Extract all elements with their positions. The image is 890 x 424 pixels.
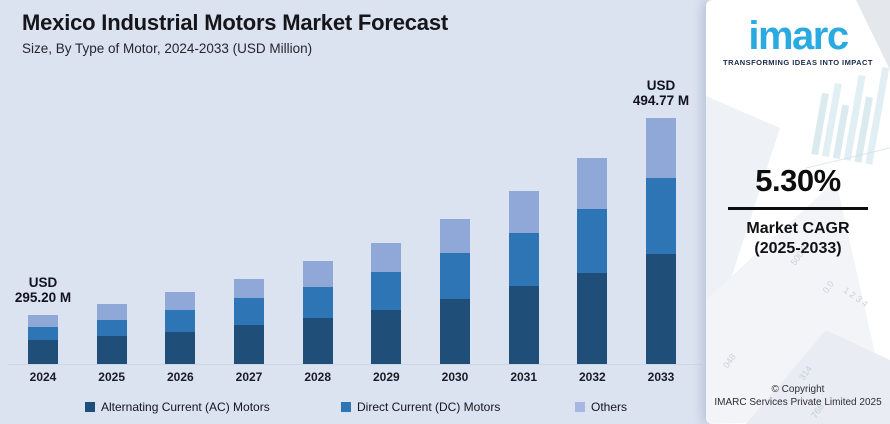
imarc-logo: imarc TRANSFORMING IDEAS INTO IMPACT	[706, 16, 890, 67]
bar-2032-segment-others	[577, 157, 608, 209]
x-axis-line	[8, 364, 702, 365]
legend-item-1: Direct Current (DC) Motors	[341, 400, 500, 414]
x-axis-label-2026: 2026	[166, 370, 194, 384]
bar-2024-segment-dc	[28, 326, 58, 340]
bar-2033-segment-others	[646, 118, 677, 178]
bar-2033-segment-ac	[646, 254, 677, 364]
legend-label-0: Alternating Current (AC) Motors	[101, 400, 270, 414]
chart-subtitle: Size, By Type of Motor, 2024-2033 (USD M…	[22, 41, 313, 56]
cagr-value: 5.30%	[755, 163, 841, 198]
bar-2031-segment-others	[508, 190, 539, 233]
bar-2029	[371, 242, 402, 364]
x-axis-label-2031: 2031	[510, 370, 538, 384]
bar-2028-segment-dc	[302, 286, 333, 318]
watermark-number-4: 314	[797, 363, 814, 383]
imarc-logo-text: imarc	[748, 14, 849, 58]
bar-2025-segment-others	[96, 304, 127, 320]
bar-2028-segment-ac	[302, 317, 333, 364]
bar-2027-segment-others	[234, 279, 264, 298]
legend-label-2: Others	[591, 400, 628, 414]
x-axis-label-2032: 2032	[579, 370, 606, 384]
watermark-number-3: 048	[721, 351, 738, 371]
bar-2030-segment-others	[440, 218, 471, 253]
bar-2030-segment-ac	[440, 298, 471, 364]
legend-label-1: Direct Current (DC) Motors	[357, 400, 501, 414]
value-label-2033: USD 494.77 M	[632, 78, 690, 108]
bar-2025	[96, 304, 127, 364]
legend-item-0: Alternating Current (AC) Motors	[85, 400, 270, 414]
bar-2027-segment-dc	[234, 298, 264, 325]
x-axis-label-2033: 2033	[647, 370, 675, 384]
bar-2027	[234, 279, 264, 364]
bar-2031	[508, 190, 539, 364]
bar-2026-segment-ac	[165, 332, 196, 364]
bar-2024-segment-others	[28, 314, 58, 327]
bar-2028	[302, 261, 333, 364]
bar-2026-segment-dc	[165, 310, 196, 332]
bar-2026-segment-others	[165, 292, 196, 310]
bar-2026	[165, 292, 196, 364]
cagr-label-line1: Market CAGR	[746, 220, 850, 237]
brand-panel: imarc TRANSFORMING IDEAS INTO IMPACT 5.3…	[706, 0, 890, 424]
legend-item-2: Others	[575, 400, 627, 414]
x-axis-label-2029: 2029	[372, 370, 400, 384]
bar-2025-segment-ac	[96, 336, 127, 364]
copyright: © Copyright IMARC Services Private Limit…	[706, 384, 890, 409]
watermark-number-1: 0.0	[820, 279, 836, 295]
bar-2032	[577, 157, 608, 364]
bar-2027-segment-ac	[234, 325, 264, 364]
cagr-label-line2: (2025-2033)	[754, 240, 842, 257]
copyright-line2: IMARC Services Private Limited 2025	[714, 396, 882, 408]
bar-2029-segment-dc	[371, 272, 402, 310]
bar-2030	[440, 218, 471, 364]
x-axis-label-2024: 2024	[29, 370, 57, 384]
bar-2031-segment-ac	[508, 286, 539, 364]
bar-2029-segment-ac	[371, 309, 402, 364]
cagr-label: Market CAGR (2025-2033)	[706, 219, 890, 259]
bar-2025-segment-dc	[96, 320, 127, 336]
cagr-divider	[728, 207, 868, 210]
imarc-logo-tagline: TRANSFORMING IDEAS INTO IMPACT	[723, 58, 873, 67]
x-axis-label-2030: 2030	[441, 370, 469, 384]
bar-2029-segment-others	[371, 242, 402, 272]
page-title: Mexico Industrial Motors Market Forecast	[22, 10, 448, 35]
legend-swatch-2	[575, 402, 585, 412]
copyright-line1: © Copyright	[771, 384, 825, 395]
bar-2024	[28, 314, 58, 364]
legend-swatch-0	[85, 402, 95, 412]
bar-2030-segment-dc	[440, 253, 471, 299]
watermark-number-2: 1 2 3 4	[841, 285, 870, 309]
bar-2024-segment-ac	[28, 340, 58, 364]
bar-2028-segment-others	[302, 261, 333, 287]
bar-2032-segment-dc	[577, 208, 608, 273]
value-label-2024: USD 295.20 M	[14, 274, 72, 305]
bar-2032-segment-ac	[577, 272, 608, 364]
chart-region: Mexico Industrial Motors Market Forecast…	[8, 10, 702, 414]
bar-2033-segment-dc	[646, 178, 677, 254]
bar-2031-segment-dc	[508, 232, 539, 286]
x-axis-label-2025: 2025	[98, 370, 125, 384]
x-axis-label-2027: 2027	[235, 370, 263, 384]
cagr-block: 5.30% Market CAGR (2025-2033)	[706, 163, 890, 259]
legend-swatch-1	[341, 402, 351, 412]
bar-2033	[646, 118, 677, 364]
x-axis-label-2028: 2028	[304, 370, 332, 384]
